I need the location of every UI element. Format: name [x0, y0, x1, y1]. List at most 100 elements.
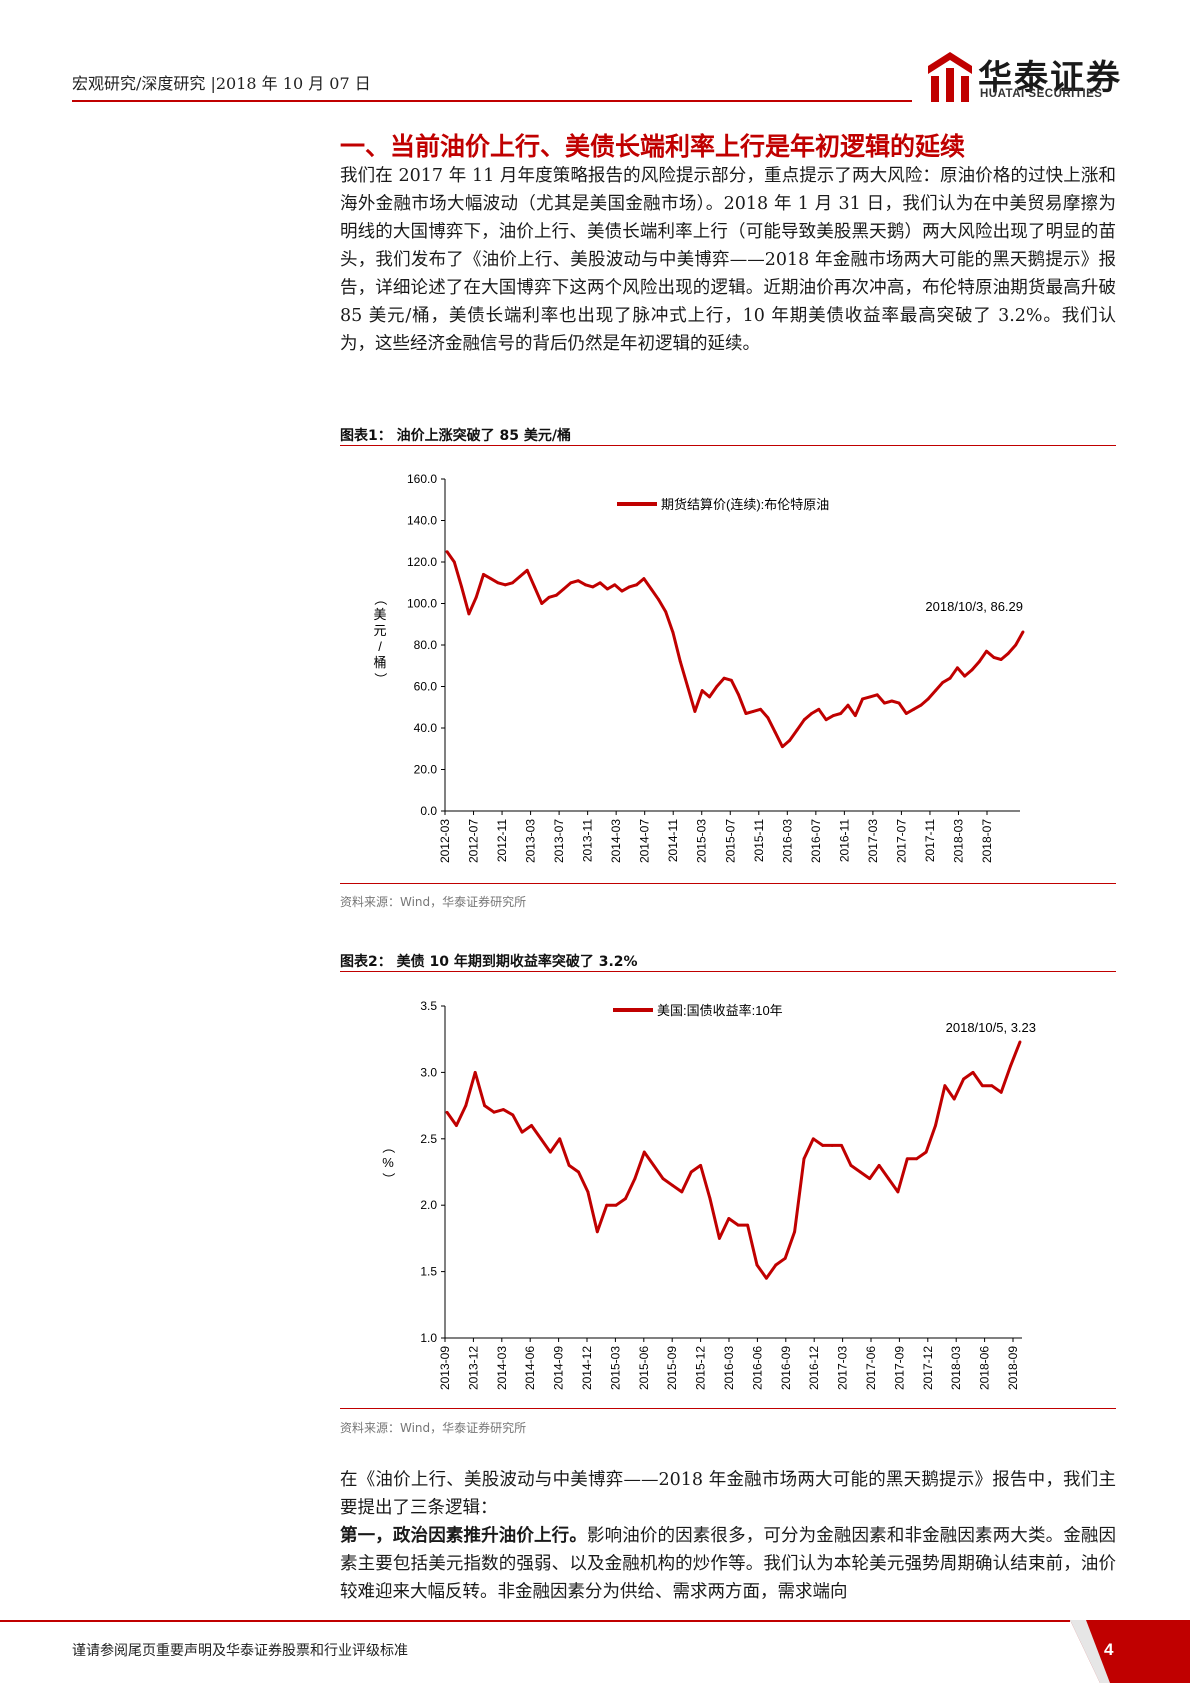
data-point	[708, 1197, 712, 1200]
data-point	[445, 1110, 449, 1114]
data-point	[802, 718, 806, 722]
data-point	[539, 1137, 543, 1141]
data-point	[693, 710, 697, 713]
x-tick-label: 2016-09	[779, 1346, 793, 1390]
logic-intro-paragraph: 在《油价上行、美股波动与中美博弈——2018 年金融市场两大可能的黑天鹅提示》报…	[340, 1470, 1116, 1518]
data-point	[858, 1170, 862, 1174]
x-tick-label: 2017-09	[892, 1346, 906, 1390]
data-point	[718, 1237, 721, 1240]
data-point	[896, 1190, 900, 1194]
data-point	[671, 631, 675, 634]
data-point	[970, 668, 974, 672]
data-point	[547, 595, 551, 599]
footer-disclaimer: 谨请参阅尾页重要声明及华泰证券股票和行业评级标准	[72, 1643, 408, 1659]
data-point	[802, 1157, 806, 1161]
data-point	[708, 695, 711, 699]
data-point	[577, 1170, 580, 1174]
x-tick-label: 2015-11	[752, 819, 766, 862]
x-tick-label: 2014-11	[666, 819, 680, 862]
data-point	[606, 587, 609, 591]
data-point	[492, 1110, 496, 1114]
data-point	[624, 1197, 627, 1200]
data-point	[649, 587, 653, 591]
data-point	[948, 676, 952, 680]
data-point	[520, 1130, 524, 1134]
data-point	[501, 1108, 505, 1111]
data-point	[793, 1230, 796, 1234]
data-point	[489, 577, 493, 580]
figure1-bottom-rule	[340, 883, 1116, 884]
data-point	[686, 685, 690, 688]
y-tick-label: 0.0	[420, 804, 437, 818]
x-tick-label: 2016-03	[722, 1346, 736, 1390]
data-point	[614, 1203, 618, 1207]
y-tick-label: 80.0	[414, 638, 438, 652]
x-tick-label: 2016-12	[807, 1346, 821, 1390]
data-point	[569, 581, 573, 585]
data-point	[853, 714, 857, 717]
x-tick-label: 2013-09	[438, 1346, 452, 1390]
y-tick-label: 3.5	[420, 999, 437, 1013]
data-point	[811, 1137, 815, 1141]
data-point	[990, 1084, 994, 1088]
data-point	[780, 745, 784, 749]
data-point	[915, 1157, 919, 1161]
data-point	[467, 612, 471, 616]
data-point	[620, 589, 624, 593]
x-tick-label: 2013-03	[524, 819, 538, 863]
data-point	[661, 1177, 665, 1181]
data-point	[680, 1190, 684, 1194]
data-point	[924, 1150, 928, 1154]
logic-one-paragraph: 第一，政治因素推升油价上行。影响油价的因素很多，可分为金融因素和非金融因素两大类…	[340, 1522, 1116, 1606]
x-tick-label: 2018-07	[980, 819, 994, 863]
x-tick-label: 2017-12	[921, 1346, 935, 1390]
y-tick-label: 140.0	[407, 514, 437, 528]
data-point	[962, 1077, 966, 1081]
huatai-logo-icon	[928, 52, 972, 102]
x-tick-label: 2017-03	[836, 1346, 850, 1390]
data-point	[773, 730, 777, 734]
data-point	[700, 689, 704, 693]
header-breadcrumb: 宏观研究/深度研究 |2018 年 10 月 07 日	[72, 74, 371, 93]
data-point	[483, 1104, 486, 1107]
x-tick-label: 2018-06	[978, 1346, 992, 1390]
x-tick-label: 2014-03	[495, 1346, 509, 1390]
figure1-source: 资料来源：Wind，华泰证券研究所	[340, 895, 527, 909]
data-point	[919, 703, 923, 707]
data-point	[952, 1097, 956, 1101]
last-value-annotation: 2018/10/3, 86.29	[925, 599, 1023, 614]
data-point	[759, 707, 762, 711]
data-point	[868, 1177, 872, 1181]
data-point	[783, 1256, 787, 1260]
x-tick-label: 2015-03	[608, 1346, 622, 1390]
data-point	[689, 1170, 693, 1174]
data-point	[1007, 651, 1010, 655]
x-tick-label: 2015-03	[695, 819, 709, 863]
legend-label: 期货结算价(连续):布伦特原油	[661, 497, 829, 512]
data-point	[934, 1124, 937, 1127]
y-tick-label: 60.0	[414, 680, 438, 694]
logic-one-body: 影响油价的因素很多，可分为金融因素和非金融因素两大类。金融因素主要包括美元指数的…	[340, 1526, 1116, 1602]
y-axis-label: （	[381, 1140, 396, 1153]
data-point	[810, 712, 813, 715]
y-axis-label: （	[373, 592, 388, 605]
data-point	[657, 597, 660, 601]
x-tick-label: 2014-03	[609, 819, 623, 863]
data-point	[635, 583, 638, 587]
page-number-tab	[1070, 1620, 1190, 1683]
logo-text-cn: 华泰证券	[978, 58, 1122, 98]
y-axis-label: ）	[373, 672, 388, 685]
data-point	[883, 701, 886, 705]
data-point	[482, 573, 485, 576]
x-tick-label: 2012-03	[438, 819, 452, 863]
data-point	[1021, 630, 1025, 634]
figure1-title: 图表1： 油价上涨突破了 85 美元/桶	[340, 428, 571, 444]
data-point	[868, 695, 872, 699]
x-tick-label: 2012-11	[495, 819, 509, 862]
y-tick-label: 100.0	[407, 597, 437, 611]
y-axis-label: 桶	[373, 655, 386, 670]
data-point	[464, 1104, 468, 1107]
data-point	[832, 714, 835, 717]
data-point	[1009, 1064, 1013, 1068]
y-axis-label: /	[378, 639, 382, 654]
